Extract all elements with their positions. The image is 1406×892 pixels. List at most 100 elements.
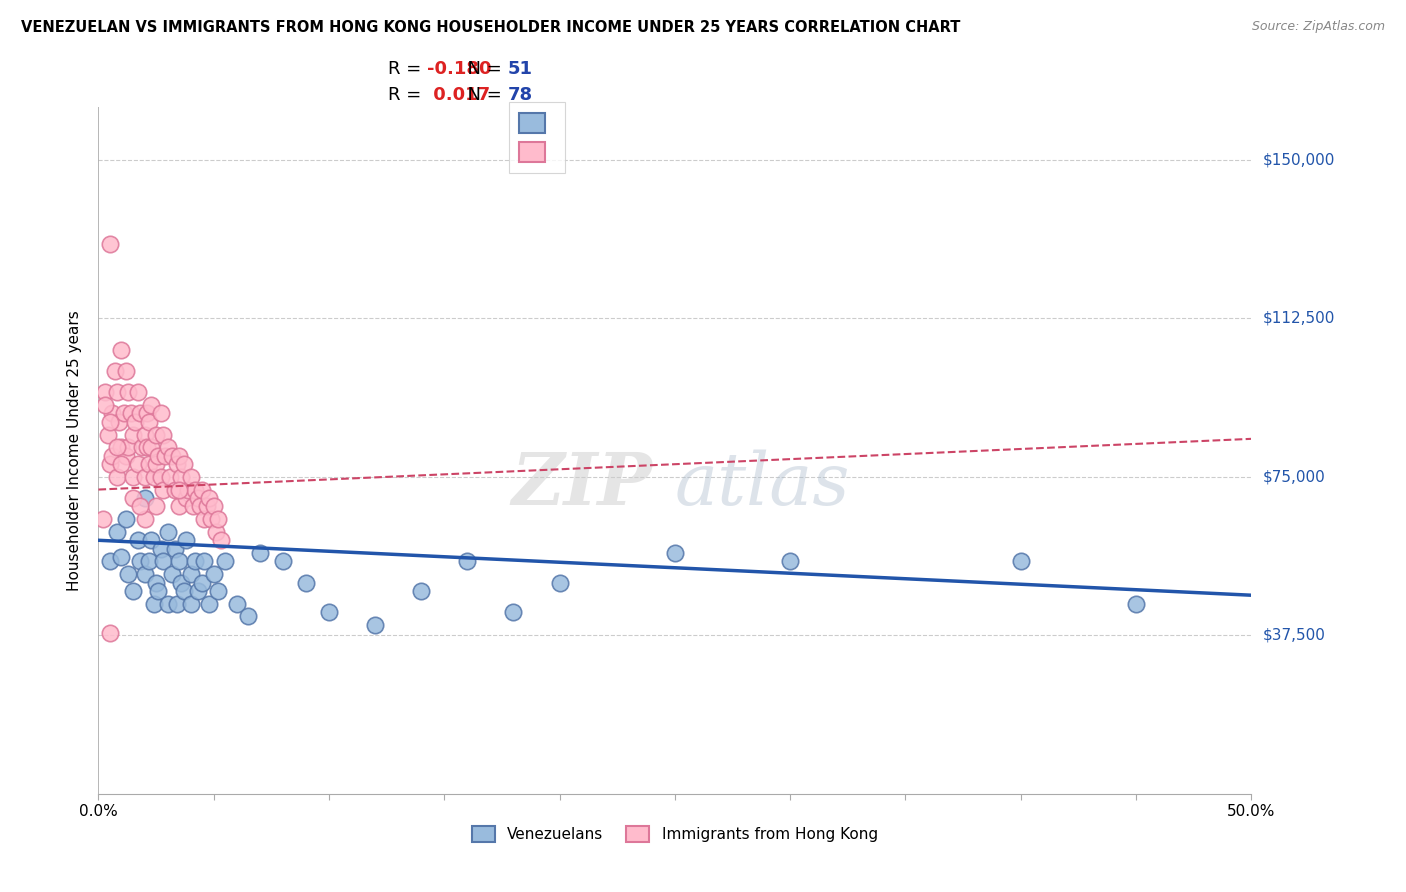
Point (112, 407, 135, 421)
Point (122, 491, 145, 505)
Point (105, 440, 128, 454)
Y-axis label: Householder Income Under 25 years: Householder Income Under 25 years (67, 310, 83, 591)
Point (127, 457, 149, 471)
Point (174, 491, 197, 505)
Point (101, 407, 124, 421)
Point (98, 457, 121, 471)
Point (110, 457, 132, 471)
Text: -0.180: -0.180 (427, 61, 492, 78)
Point (548, 575, 571, 590)
Point (295, 575, 318, 590)
Point (170, 470, 193, 484)
Point (129, 500, 152, 514)
Point (145, 457, 167, 471)
Point (98, 237, 121, 252)
Text: 51: 51 (508, 61, 533, 78)
Point (170, 575, 193, 590)
Point (120, 407, 142, 421)
Text: 0.017: 0.017 (427, 86, 491, 103)
Point (134, 427, 156, 442)
Point (145, 575, 167, 590)
Point (94, 398, 117, 412)
Point (135, 440, 157, 454)
Point (138, 457, 160, 471)
Point (177, 483, 200, 497)
Point (94, 385, 117, 400)
Point (103, 364, 125, 378)
Point (149, 541, 172, 556)
Point (174, 533, 197, 548)
Point (205, 524, 228, 539)
Point (167, 449, 190, 463)
Point (187, 584, 209, 599)
Point (152, 427, 174, 442)
Point (138, 554, 160, 568)
Point (115, 449, 138, 463)
Point (191, 575, 214, 590)
Text: Source: ZipAtlas.com: Source: ZipAtlas.com (1251, 20, 1385, 33)
Point (156, 440, 179, 454)
Text: 78: 78 (508, 86, 533, 103)
Point (141, 533, 163, 548)
Point (127, 533, 149, 548)
Point (129, 554, 152, 568)
Point (214, 554, 236, 568)
Text: $150,000: $150,000 (1263, 153, 1334, 168)
Point (1125, 597, 1147, 611)
Point (166, 597, 188, 611)
Point (98, 626, 121, 640)
Point (166, 457, 188, 471)
Point (105, 385, 128, 400)
Point (207, 584, 229, 599)
Point (173, 584, 195, 599)
Point (129, 407, 152, 421)
Point (124, 415, 146, 429)
Point (97, 427, 120, 442)
Text: R =: R = (388, 61, 427, 78)
Point (115, 512, 138, 526)
Point (188, 500, 211, 514)
Point (122, 584, 145, 599)
Point (98, 415, 121, 429)
Text: atlas: atlas (675, 450, 851, 520)
Text: N =: N = (456, 86, 508, 103)
Point (98, 554, 121, 568)
Point (1010, 554, 1032, 568)
Point (134, 491, 156, 505)
Point (152, 554, 174, 568)
Point (167, 554, 190, 568)
Point (173, 457, 195, 471)
Point (122, 470, 145, 484)
Point (134, 512, 156, 526)
Point (160, 449, 183, 463)
Point (110, 440, 132, 454)
Point (155, 449, 177, 463)
Point (152, 483, 174, 497)
Text: $75,000: $75,000 (1263, 469, 1326, 484)
Point (318, 605, 340, 619)
Point (148, 584, 170, 599)
Point (117, 567, 139, 582)
Point (108, 415, 131, 429)
Point (134, 567, 156, 582)
Point (148, 449, 170, 463)
Point (184, 483, 207, 497)
Text: $112,500: $112,500 (1263, 311, 1334, 326)
Point (117, 440, 139, 454)
Point (167, 483, 190, 497)
Point (202, 567, 225, 582)
Point (110, 343, 132, 357)
Point (180, 567, 202, 582)
Point (364, 617, 387, 632)
Point (122, 427, 145, 442)
Point (163, 483, 186, 497)
Point (200, 512, 222, 526)
Point (411, 584, 433, 599)
Point (135, 407, 157, 421)
Point (181, 500, 204, 514)
Point (142, 470, 165, 484)
Point (159, 470, 181, 484)
Point (664, 546, 686, 560)
Point (193, 512, 215, 526)
Point (141, 398, 163, 412)
